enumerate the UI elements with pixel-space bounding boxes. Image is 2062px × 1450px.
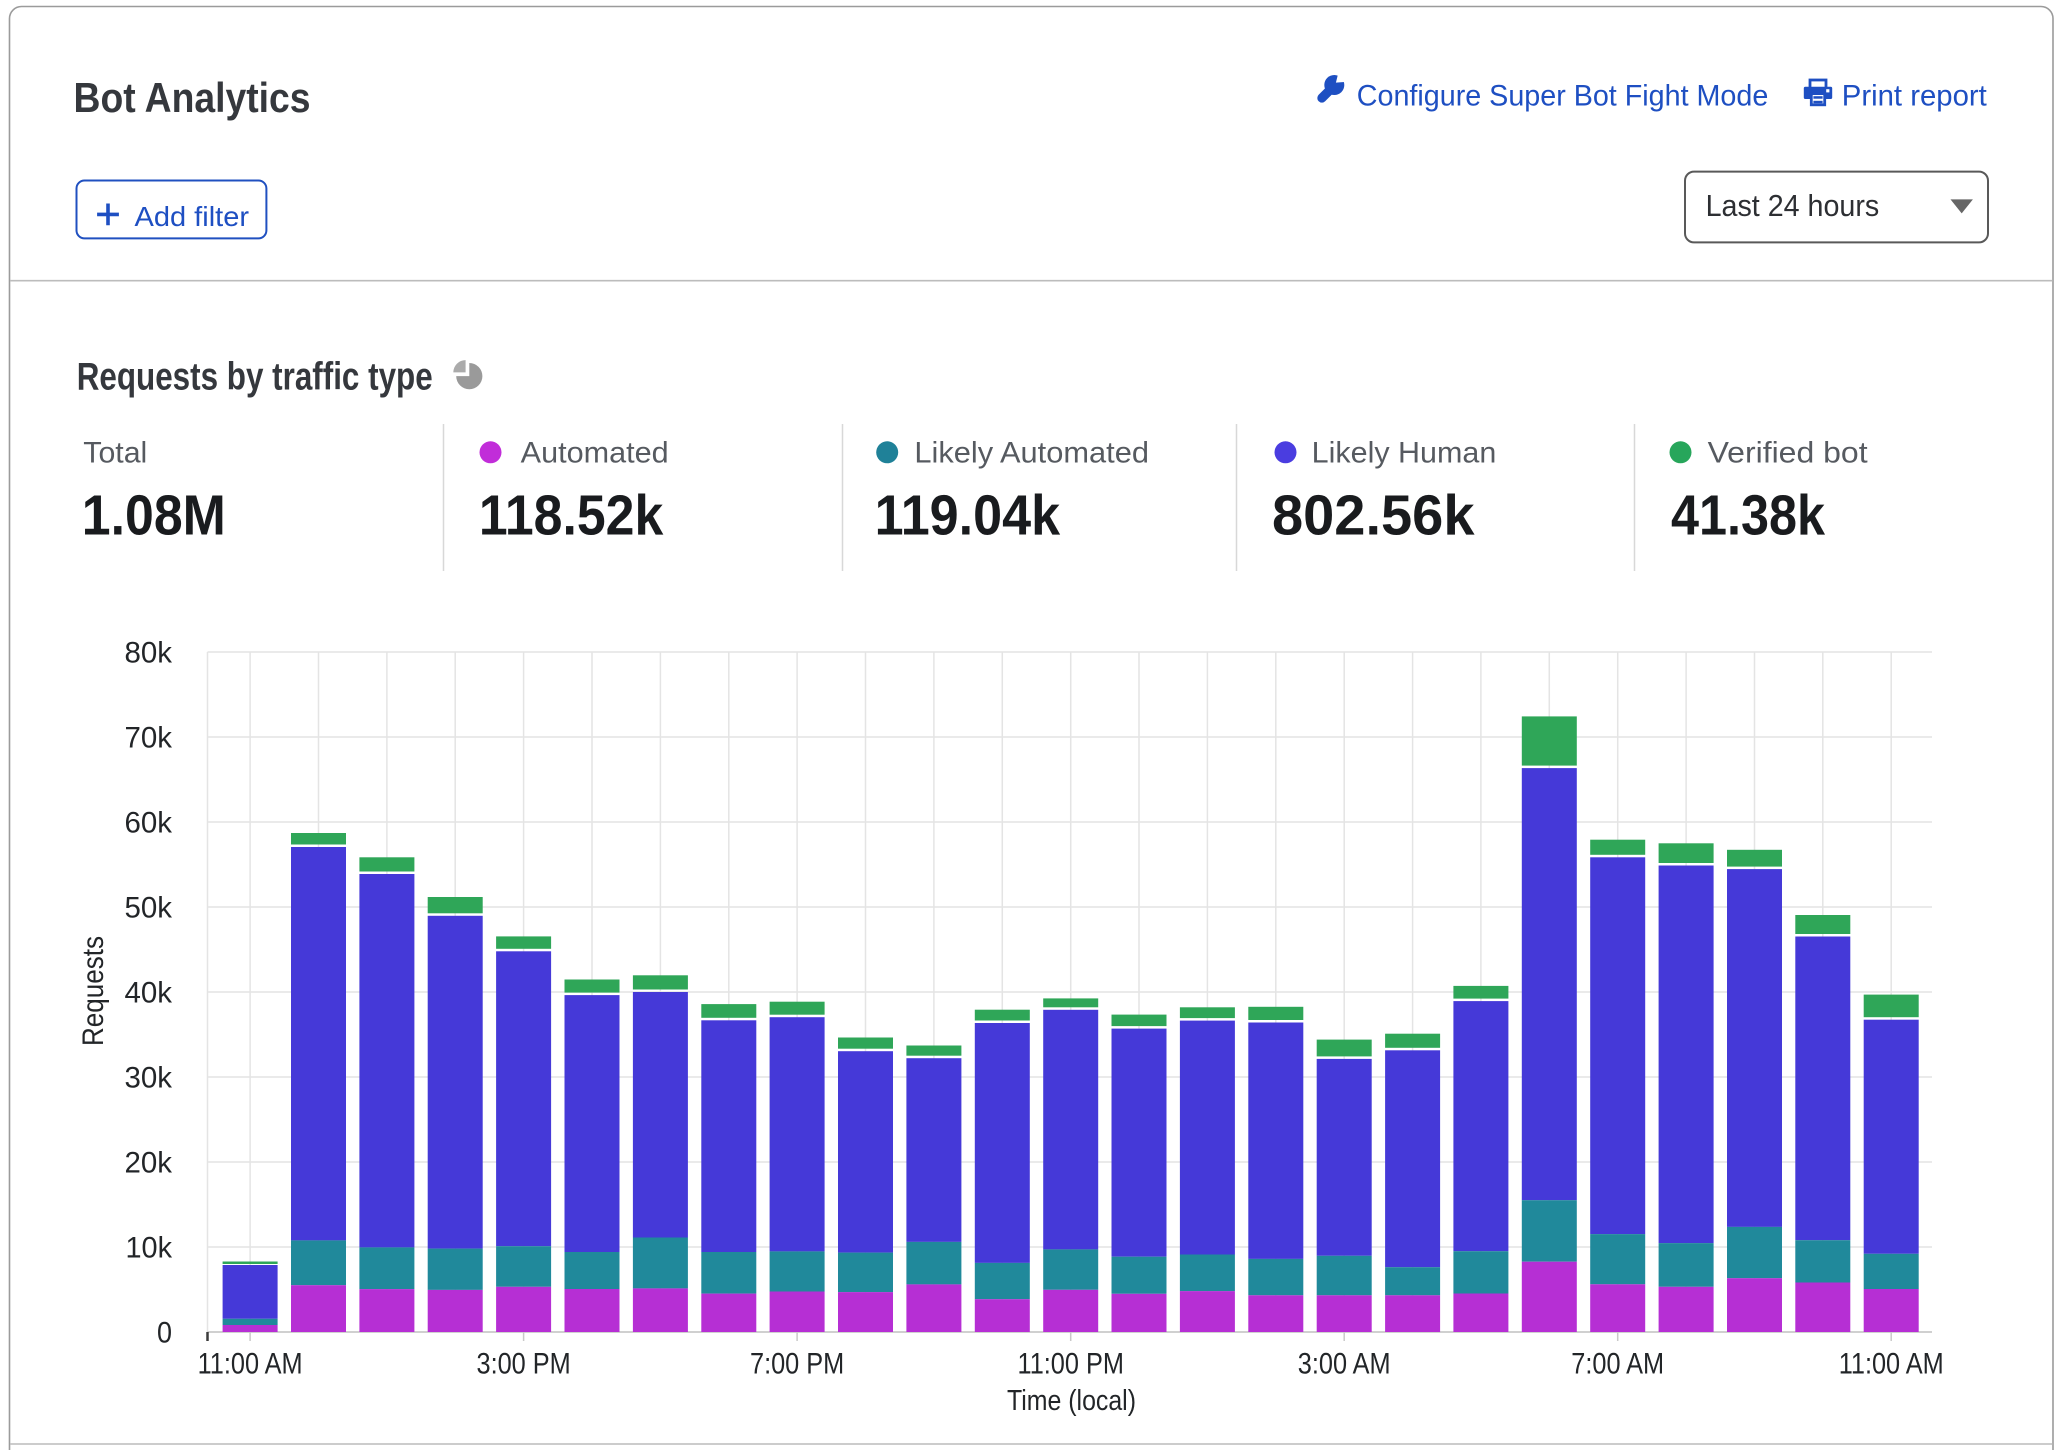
svg-text:80k: 80k — [125, 637, 173, 670]
svg-text:30k: 30k — [125, 1062, 173, 1095]
svg-text:802.56k: 802.56k — [1272, 483, 1475, 547]
svg-text:Automated: Automated — [521, 437, 669, 470]
svg-text:10k: 10k — [126, 1232, 173, 1265]
svg-text:60k: 60k — [125, 807, 173, 840]
svg-text:41.38k: 41.38k — [1671, 483, 1825, 547]
svg-text:3:00 PM: 3:00 PM — [477, 1347, 571, 1380]
svg-text:Requests: Requests — [77, 936, 110, 1046]
svg-text:Verified bot: Verified bot — [1708, 437, 1869, 470]
svg-text:1.08M: 1.08M — [82, 483, 226, 547]
svg-text:0: 0 — [157, 1317, 172, 1350]
svg-text:11:00 PM: 11:00 PM — [1018, 1347, 1124, 1380]
svg-text:11:00 AM: 11:00 AM — [1839, 1347, 1944, 1380]
svg-text:3:00 AM: 3:00 AM — [1298, 1347, 1391, 1380]
svg-text:Configure Super Bot Fight Mode: Configure Super Bot Fight Mode — [1357, 80, 1769, 113]
svg-text:Print report: Print report — [1842, 80, 1988, 113]
svg-text:Add filter: Add filter — [135, 201, 250, 232]
svg-text:Likely Human: Likely Human — [1312, 437, 1497, 470]
svg-text:Bot Analytics: Bot Analytics — [74, 74, 311, 121]
svg-text:Requests by traffic type: Requests by traffic type — [77, 356, 433, 399]
svg-text:40k: 40k — [125, 977, 173, 1010]
svg-text:11:00 AM: 11:00 AM — [198, 1347, 303, 1380]
svg-text:Time (local): Time (local) — [1007, 1385, 1136, 1417]
svg-text:7:00 AM: 7:00 AM — [1571, 1347, 1664, 1380]
svg-text:118.52k: 118.52k — [479, 483, 664, 547]
svg-text:7:00 PM: 7:00 PM — [750, 1347, 844, 1380]
svg-text:119.04k: 119.04k — [875, 483, 1061, 547]
svg-text:70k: 70k — [125, 722, 173, 755]
svg-text:20k: 20k — [125, 1147, 173, 1180]
svg-text:Likely Automated: Likely Automated — [914, 437, 1149, 470]
svg-text:50k: 50k — [125, 892, 173, 925]
svg-text:Last 24 hours: Last 24 hours — [1706, 188, 1880, 223]
svg-text:Total: Total — [83, 437, 147, 470]
